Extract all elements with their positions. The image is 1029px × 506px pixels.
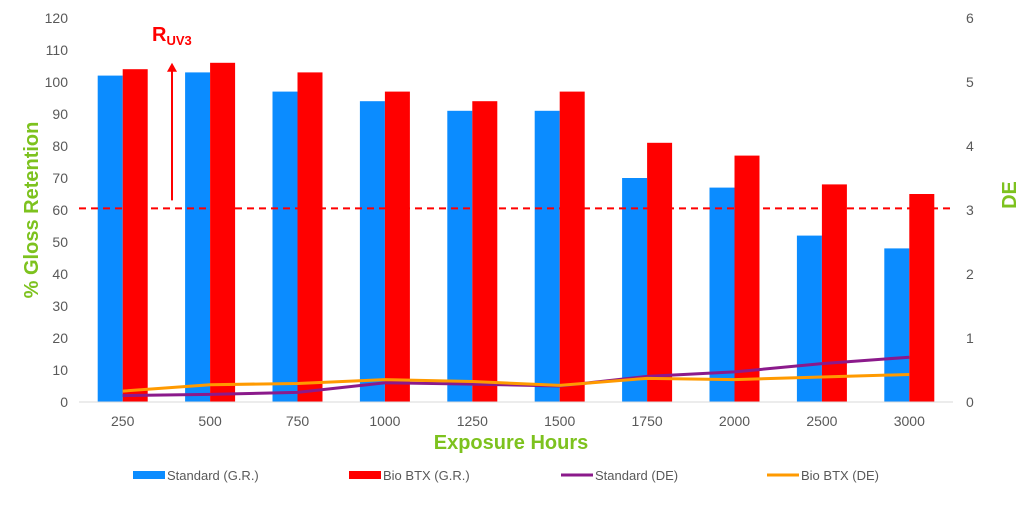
bar	[472, 101, 498, 402]
y2-tick-label: 2	[966, 266, 974, 282]
y2-tick-label: 5	[966, 74, 974, 90]
bar	[97, 75, 123, 402]
y-tick-label: 110	[46, 42, 69, 58]
bar	[210, 62, 236, 403]
arrow-head	[167, 62, 177, 72]
y2-tick-label: 6	[966, 10, 974, 26]
series-line	[122, 372, 910, 393]
y-tick-label: 0	[60, 394, 68, 410]
annotation-label: RUV3	[152, 24, 192, 48]
x-tick-label: 250	[111, 413, 135, 429]
y-tick-label: 120	[45, 10, 69, 26]
annotation-main: R	[152, 24, 167, 46]
y2-axis-title: DE	[999, 181, 1021, 209]
legend-label: Standard (G.R.)	[167, 468, 259, 483]
bar	[447, 110, 473, 403]
x-tick-label: 2000	[719, 413, 750, 429]
y-axis-ticks: 0 10 20 30 40 50 60 70 80 90 100 110 120	[45, 10, 69, 410]
y-tick-label: 10	[52, 362, 68, 378]
bar	[185, 72, 211, 403]
bar	[297, 72, 323, 403]
y-tick-label: 90	[52, 106, 68, 122]
legend-swatch	[349, 471, 381, 479]
bar	[384, 91, 410, 402]
bar	[272, 91, 298, 402]
bar	[622, 178, 648, 402]
legend-swatch	[133, 471, 165, 479]
y2-tick-label: 0	[966, 394, 974, 410]
bar	[884, 248, 910, 402]
y-tick-label: 30	[52, 298, 68, 314]
bar	[122, 69, 148, 402]
annotation-sub: UV3	[166, 33, 191, 48]
bar	[559, 91, 585, 402]
annotation-arrow	[167, 62, 177, 201]
bar	[821, 184, 847, 402]
bars-layer	[97, 62, 935, 403]
y-tick-label: 40	[52, 266, 68, 282]
x-tick-label: 750	[286, 413, 310, 429]
y2-tick-label: 3	[966, 202, 974, 218]
x-tick-label: 1500	[544, 413, 575, 429]
x-tick-label: 500	[198, 413, 222, 429]
x-tick-label: 1750	[632, 413, 663, 429]
bar	[359, 101, 385, 402]
legend: Standard (G.R.) Bio BTX (G.R.) Standard (D…	[133, 468, 879, 483]
x-tick-label: 2500	[806, 413, 837, 429]
x-tick-label: 1000	[369, 413, 400, 429]
series-line	[122, 355, 910, 398]
y-tick-label: 70	[52, 170, 68, 186]
y2-tick-label: 1	[966, 330, 974, 346]
bar	[909, 194, 935, 402]
bar	[534, 110, 560, 403]
y2-axis-ticks: 0 1 2 3 4 5 6	[966, 10, 974, 410]
lines-layer	[122, 355, 910, 398]
bar	[796, 235, 822, 402]
x-axis-ticks: 250 500 750 1000 1250 1500 1750 2000 2500 3000	[111, 413, 925, 429]
x-tick-label: 1250	[457, 413, 488, 429]
x-axis-title: Exposure Hours	[434, 432, 588, 454]
y-tick-label: 50	[52, 234, 68, 250]
legend-label: Bio BTX (G.R.)	[383, 468, 470, 483]
bar	[709, 187, 735, 402]
y-tick-label: 60	[52, 202, 68, 218]
x-tick-label: 3000	[894, 413, 925, 429]
legend-label: Standard (DE)	[595, 468, 678, 483]
y-axis-title: % Gloss Retention	[21, 122, 43, 299]
legend-label: Bio BTX (DE)	[801, 468, 879, 483]
y-tick-label: 20	[52, 330, 68, 346]
bar	[734, 155, 760, 402]
bar	[647, 142, 673, 403]
y2-tick-label: 4	[966, 138, 974, 154]
y-tick-label: 80	[52, 138, 68, 154]
y-tick-label: 100	[45, 74, 69, 90]
